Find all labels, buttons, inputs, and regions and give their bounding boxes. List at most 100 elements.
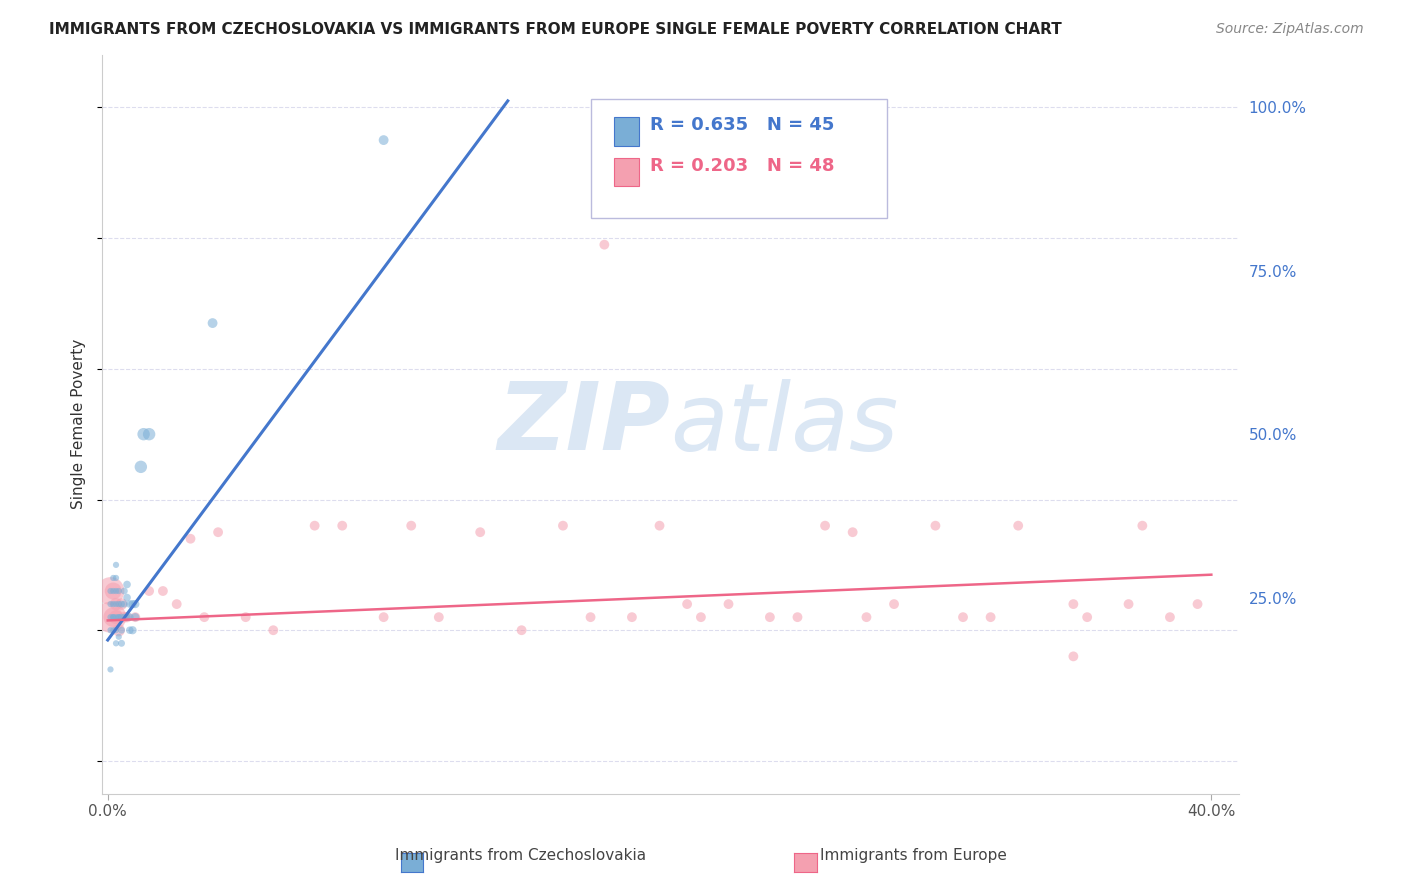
Point [103,624,125,638]
Text: ZIP: ZIP [498,378,671,470]
Point [105,558,128,572]
Point [100,584,122,599]
Point [138,584,160,599]
Point [717,597,740,611]
Point [786,610,808,624]
Point [112,597,135,611]
FancyBboxPatch shape [614,158,638,186]
Point [110,597,132,611]
Point [620,610,643,624]
Point [112,610,135,624]
Point [100,597,122,611]
Point [100,662,122,676]
Point [166,597,188,611]
Point [129,459,152,474]
Point [1007,518,1029,533]
Point [105,597,128,611]
Point [110,624,132,638]
Point [593,237,616,252]
Point [330,518,353,533]
FancyBboxPatch shape [614,117,638,145]
Point [115,591,138,605]
Point [105,571,128,585]
Point [105,610,128,624]
Point [676,597,699,611]
Point [1076,610,1098,624]
Point [1062,597,1084,611]
Point [107,610,129,624]
Text: R = 0.203   N = 48: R = 0.203 N = 48 [650,157,835,175]
Point [1159,610,1181,624]
Point [115,577,138,591]
Point [855,610,877,624]
Point [814,518,837,533]
Point [201,316,224,330]
Text: IMMIGRANTS FROM CZECHOSLOVAKIA VS IMMIGRANTS FROM EUROPE SINGLE FEMALE POVERTY C: IMMIGRANTS FROM CZECHOSLOVAKIA VS IMMIGR… [49,22,1062,37]
Point [103,610,125,624]
Point [883,597,905,611]
Point [1062,649,1084,664]
Point [262,624,284,638]
Point [132,427,155,442]
Point [103,597,125,611]
Point [235,610,257,624]
Point [103,571,125,585]
Point [115,610,138,624]
Point [121,624,143,638]
Point [107,584,129,599]
Point [103,610,125,624]
Point [124,610,146,624]
Point [100,610,122,624]
Point [118,624,141,638]
Point [427,610,450,624]
Point [648,518,671,533]
Point [118,610,141,624]
Point [100,624,122,638]
Point [105,636,128,650]
Point [110,597,132,611]
Point [107,624,129,638]
Point [373,610,395,624]
Point [373,133,395,147]
Point [1118,597,1140,611]
Point [103,610,125,624]
Point [207,525,229,540]
Point [107,630,129,644]
Point [121,597,143,611]
Text: R = 0.635   N = 45: R = 0.635 N = 45 [650,116,835,135]
Point [980,610,1002,624]
Point [124,597,146,611]
Point [112,584,135,599]
Point [399,518,422,533]
Point [118,597,141,611]
Y-axis label: Single Female Poverty: Single Female Poverty [72,339,86,509]
Point [105,624,128,638]
Point [107,610,129,624]
Point [510,624,533,638]
Point [110,610,132,624]
Point [103,584,125,599]
Point [138,427,160,442]
Point [179,532,201,546]
FancyBboxPatch shape [591,99,887,218]
Point [470,525,492,540]
Point [304,518,326,533]
Point [841,525,863,540]
Point [112,610,135,624]
Point [105,610,128,624]
Text: Source: ZipAtlas.com: Source: ZipAtlas.com [1216,22,1364,37]
Point [107,597,129,611]
Text: Immigrants from Europe: Immigrants from Europe [821,848,1007,863]
Point [152,584,174,599]
Text: Immigrants from Czechoslovakia: Immigrants from Czechoslovakia [395,848,645,863]
Text: atlas: atlas [671,379,898,470]
Point [110,636,132,650]
Point [105,584,128,599]
Point [1187,597,1209,611]
Point [579,610,602,624]
Point [103,584,125,599]
Point [105,597,128,611]
Point [115,610,138,624]
Point [759,610,782,624]
Point [124,610,146,624]
